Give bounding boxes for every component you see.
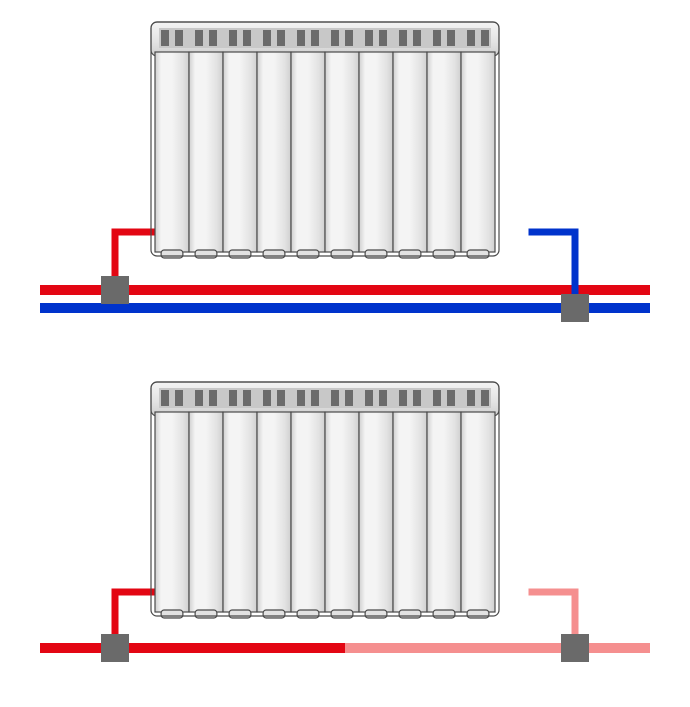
radiator-foot: [365, 250, 387, 258]
radiator-grille: [159, 388, 491, 408]
tee-fitting: [101, 634, 129, 662]
radiator-section: [291, 412, 325, 612]
radiator-section: [155, 412, 189, 612]
heating-piping-diagram: [0, 0, 690, 707]
radiator-foot: [161, 610, 183, 618]
radiator-section: [461, 52, 495, 252]
radiator-section: [359, 52, 393, 252]
radiator-foot: [331, 610, 353, 618]
radiator-foot: [467, 610, 489, 618]
radiator-foot: [229, 610, 251, 618]
radiator-section: [155, 52, 189, 252]
tee-fitting: [101, 276, 129, 304]
radiator-foot: [263, 250, 285, 258]
radiator-section: [325, 412, 359, 612]
radiator-foot: [433, 610, 455, 618]
radiator-section: [223, 52, 257, 252]
radiator-foot: [297, 610, 319, 618]
radiator-foot: [365, 610, 387, 618]
radiator-section: [461, 412, 495, 612]
radiator-foot: [331, 250, 353, 258]
radiator-foot: [433, 250, 455, 258]
radiator-foot: [195, 610, 217, 618]
radiator-section: [427, 52, 461, 252]
radiator-section: [189, 52, 223, 252]
radiator-foot: [195, 250, 217, 258]
radiator-one-pipe: [151, 382, 499, 618]
radiator-section: [359, 412, 393, 612]
radiator-foot: [263, 610, 285, 618]
radiator-section: [325, 52, 359, 252]
radiator-foot: [161, 250, 183, 258]
radiator-section: [291, 52, 325, 252]
radiator-section: [257, 412, 291, 612]
tee-fitting: [561, 294, 589, 322]
radiator-section: [257, 52, 291, 252]
radiator-foot: [399, 250, 421, 258]
radiator-section: [427, 412, 461, 612]
radiator-section: [393, 412, 427, 612]
tee-fitting: [561, 634, 589, 662]
radiator-foot: [467, 250, 489, 258]
radiator-grille: [159, 28, 491, 48]
radiator-foot: [229, 250, 251, 258]
radiator-foot: [297, 250, 319, 258]
radiator-section: [393, 52, 427, 252]
radiator-section: [223, 412, 257, 612]
radiator-foot: [399, 610, 421, 618]
radiator-two-pipe: [151, 22, 499, 258]
radiator-section: [189, 412, 223, 612]
